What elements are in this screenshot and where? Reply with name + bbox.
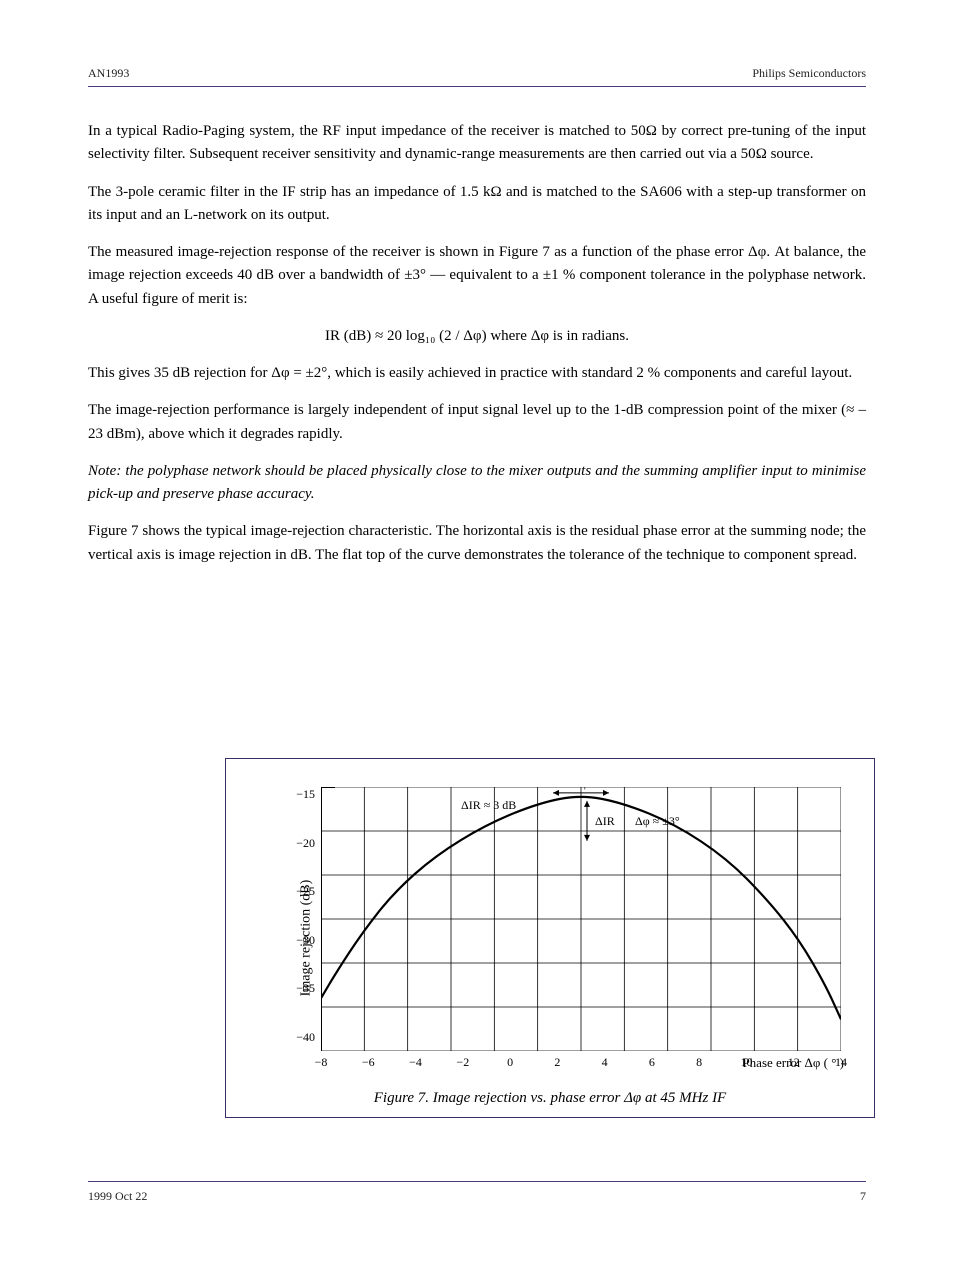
- svg-text:Δφ ≈ ±3°: Δφ ≈ ±3°: [635, 814, 680, 828]
- x-tick-0: −8: [309, 1055, 333, 1070]
- omega-3: Ω: [491, 184, 502, 200]
- svg-text:ΔIR ≈ 3 dB: ΔIR ≈ 3 dB: [461, 798, 516, 812]
- x-tick-7: 6: [640, 1055, 664, 1070]
- header-left: AN1993: [88, 66, 129, 81]
- omega-2: Ω: [756, 146, 767, 162]
- y-tick-0: −15: [283, 787, 315, 802]
- p4: This gives 35 dB rejection for Δφ = ±2°,…: [88, 362, 866, 385]
- y-tick-3: −30: [283, 933, 315, 948]
- y-tick-4: −35: [283, 981, 315, 996]
- y-tick-1: −20: [283, 836, 315, 851]
- x-tick-1: −6: [356, 1055, 380, 1070]
- plot-svg: Δφ ΔIR ΔIR ≈ 3 dB Δφ ≈ ±3°: [321, 787, 841, 1051]
- p1-a: In a typical Radio-Paging system, the RF…: [88, 123, 646, 139]
- p3-a: The measured image-rejection response of…: [88, 244, 748, 260]
- x-tick-8: 8: [687, 1055, 711, 1070]
- footer-right: 7: [860, 1189, 866, 1204]
- x-tick-2: −4: [404, 1055, 428, 1070]
- p7: Figure 7 shows the typical image-rejecti…: [88, 520, 866, 567]
- delta-1: Δ: [748, 244, 758, 260]
- omega-1: Ω: [646, 123, 657, 139]
- x-tick-5: 2: [545, 1055, 569, 1070]
- bottom-rule: [88, 1181, 866, 1182]
- p6-note: Note: the polyphase network should be pl…: [88, 460, 866, 507]
- p5: The image-rejection performance is large…: [88, 399, 866, 446]
- p2-a: The 3-pole ceramic filter in the IF stri…: [88, 184, 491, 200]
- body-text: In a typical Radio-Paging system, the RF…: [88, 120, 866, 581]
- y-tick-2: −25: [283, 884, 315, 899]
- y-tick-5: −40: [283, 1030, 315, 1045]
- p1-c: source.: [767, 146, 814, 162]
- figure-7: Image rejection (dB) ΔφΔIRΔIR ≈ 3 dBΔφ ≈…: [225, 758, 875, 1118]
- x-tick-4: 0: [498, 1055, 522, 1070]
- x-tick-6: 4: [593, 1055, 617, 1070]
- header-right: Philips Semiconductors: [752, 66, 866, 81]
- top-rule: [88, 86, 866, 87]
- figure-caption: Figure 7. Image rejection vs. phase erro…: [374, 1090, 726, 1107]
- x-axis-title: Phase error Δφ ( ° ): [742, 1055, 844, 1071]
- equation: IR (dB) ≈ 20 log₁₀ (2 / Δφ) where Δφ is …: [88, 325, 866, 348]
- footer-left: 1999 Oct 22: [88, 1189, 147, 1204]
- svg-text:Δφ: Δφ: [574, 787, 589, 790]
- x-tick-3: −2: [451, 1055, 475, 1070]
- svg-text:ΔIR: ΔIR: [595, 814, 615, 828]
